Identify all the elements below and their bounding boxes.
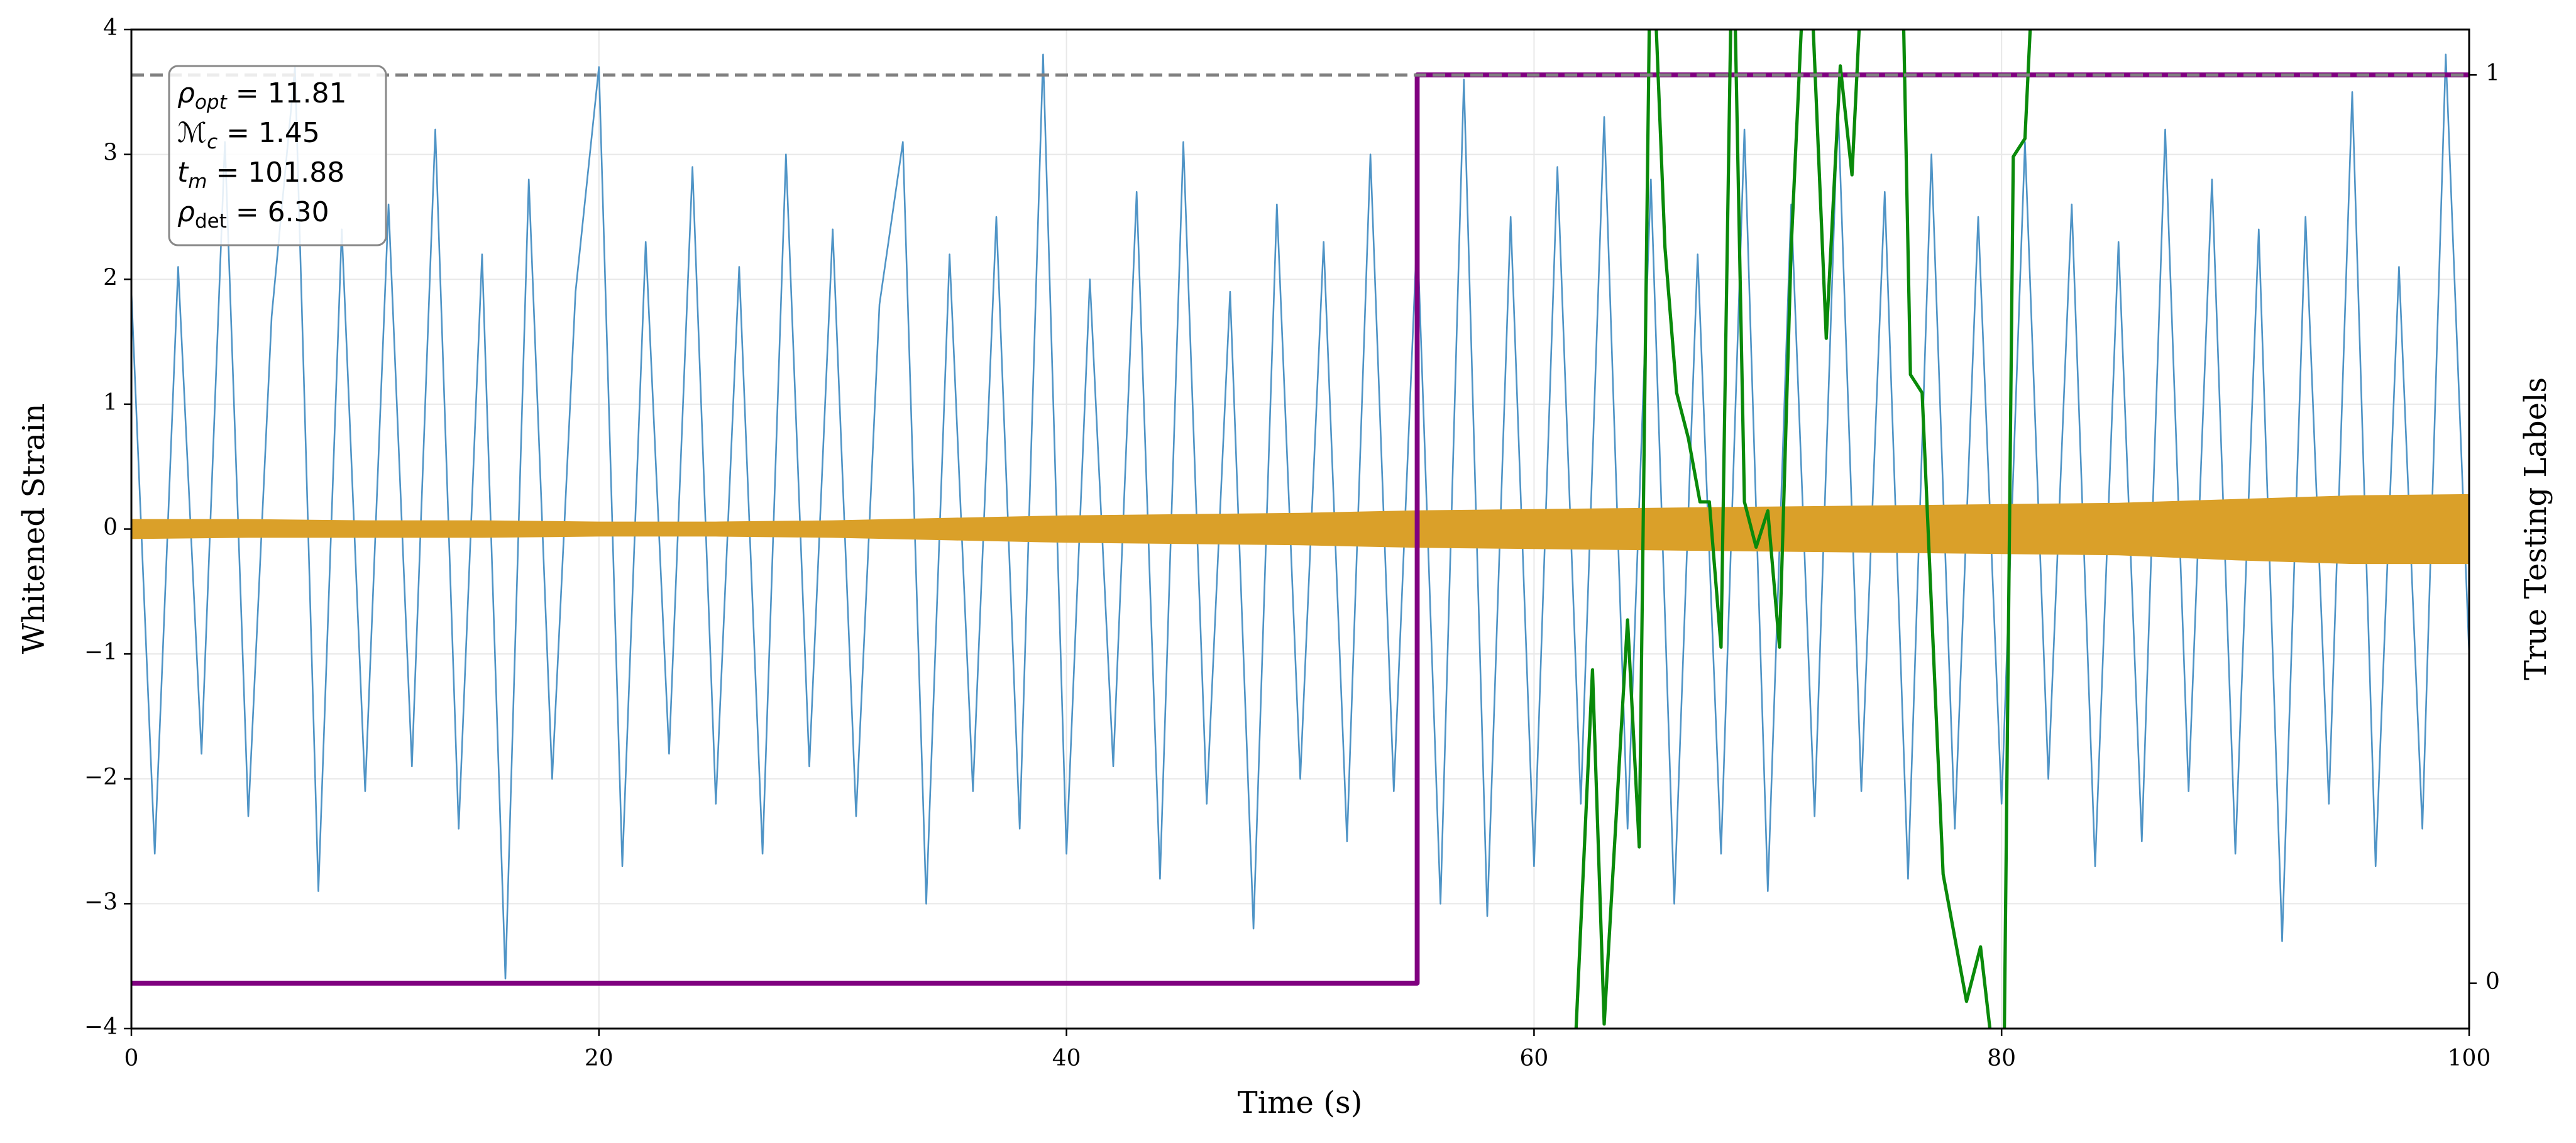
plot-area xyxy=(131,30,2469,1029)
y-tick-label: 1 xyxy=(103,390,118,416)
y2-tick-label: 1 xyxy=(2485,60,2500,86)
annotation-text: = 1.45 xyxy=(217,117,320,149)
x-tick-label: 0 xyxy=(124,1046,139,1071)
annotation-symbol: ρ xyxy=(177,196,195,228)
data-band xyxy=(131,494,2469,565)
annotation-subscript: det xyxy=(195,210,227,233)
y-tick-label: 4 xyxy=(103,15,118,41)
data-line xyxy=(131,53,2469,980)
annotation-symbol: ℳ xyxy=(177,117,207,149)
x-tick-label: 60 xyxy=(1519,1046,1548,1071)
annotation-text: = 11.81 xyxy=(227,77,347,109)
y2-axis-label: True Testing Labels xyxy=(2518,377,2553,680)
annotation: ρdet = 6.30 xyxy=(177,196,329,233)
y-tick-label: −1 xyxy=(84,639,118,665)
annotation-text: = 6.30 xyxy=(227,196,329,228)
x-axis-label: Time (s) xyxy=(1238,1085,1363,1120)
annotation-subscript: m xyxy=(188,170,207,193)
y-axis-label: Whitened Strain xyxy=(16,404,52,654)
x-tick-label: 100 xyxy=(2448,1046,2491,1071)
y2-tick-label: 0 xyxy=(2485,969,2500,995)
annotation: tm = 101.88 xyxy=(177,157,344,193)
y-tick-label: −4 xyxy=(84,1014,118,1040)
annotation-subscript: c xyxy=(207,131,217,153)
annotation-subscript: opt xyxy=(195,91,228,114)
y-tick-label: −2 xyxy=(84,765,118,790)
annotation-text: = 101.88 xyxy=(207,157,344,189)
x-tick-label: 80 xyxy=(1987,1046,2016,1071)
y-tick-label: 3 xyxy=(103,140,118,166)
y-tick-label: 2 xyxy=(103,265,118,290)
annotation-box xyxy=(168,65,387,246)
data-line xyxy=(1574,30,2032,1029)
y-tick-label: −3 xyxy=(84,889,118,915)
annotation-symbol: t xyxy=(177,157,189,189)
annotation: ρopt = 11.81 xyxy=(177,77,347,114)
x-tick-label: 20 xyxy=(585,1046,614,1071)
annotation: ℳc = 1.45 xyxy=(177,117,320,153)
y-tick-label: 0 xyxy=(103,515,118,541)
annotation-symbol: ρ xyxy=(177,77,195,109)
x-tick-label: 40 xyxy=(1052,1046,1081,1071)
